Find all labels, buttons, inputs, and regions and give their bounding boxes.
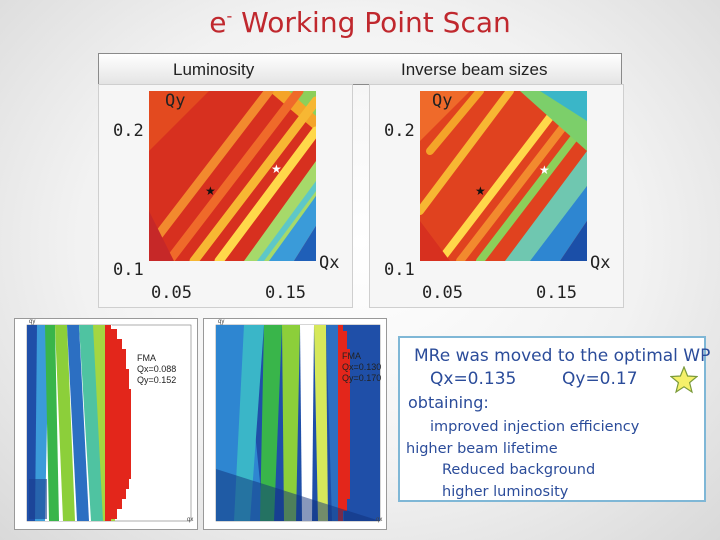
qx-axis-label: Qx: [319, 253, 340, 273]
fma-2-axis-label: qx: [376, 517, 383, 523]
notes-line-1: MRe was moved to the optimal WP: [414, 346, 711, 366]
qx-axis-label: Qx: [590, 253, 611, 273]
fma-2-qx: Qx=0.130: [342, 362, 382, 372]
yellow-star-icon: [669, 365, 699, 398]
slide-title: e- Working Point Scan: [209, 6, 511, 39]
star-marker-icon: ★: [271, 162, 282, 176]
x-tick-right: 0.15: [536, 283, 577, 303]
star-marker-icon: ★: [539, 163, 550, 177]
fma-1-qx: Qx=0.088: [137, 364, 177, 374]
x-tick-left: 0.05: [422, 283, 463, 303]
panel-header-band: Luminosity Inverse beam sizes: [98, 53, 622, 85]
notes-qx: Qx=0.135: [430, 369, 517, 389]
fma-2-axis-label: qy: [218, 319, 225, 325]
y-tick-bottom: 0.1: [113, 260, 144, 280]
notes-item-2: higher beam lifetime: [406, 441, 558, 457]
inverse-beam-sizes-scan-panel: Qy 0.2 0.1 Qx 0.05 0.15 ★ ★: [369, 84, 624, 308]
qy-axis-label: Qy: [432, 91, 453, 111]
fma-1-axis-label: qx: [187, 517, 194, 523]
star-marker-icon: ★: [205, 184, 216, 198]
notes-qy: Qy=0.17: [562, 369, 638, 389]
fma-2-qy: Qy=0.170: [342, 373, 382, 383]
notes-item-1: improved injection efficiency: [430, 419, 640, 435]
inverse-beam-sizes-heatmap: [420, 91, 587, 261]
x-tick-right: 0.15: [265, 283, 306, 303]
x-tick-left: 0.05: [151, 283, 192, 303]
fma-1-axis-label: qy: [29, 319, 36, 325]
fma-plot-1: FMA Qx=0.088 Qy=0.152 qy qx: [14, 318, 198, 530]
fma-1-label: FMA: [137, 353, 156, 363]
inverse-beam-sizes-header: Inverse beam sizes: [401, 60, 548, 79]
notes-box: MRe was moved to the optimal WP Qx=0.135…: [398, 336, 710, 502]
notes-item-3: Reduced background: [442, 462, 596, 478]
luminosity-scan-panel: Qy 0.2 0.1 Qx 0.05 0.15 ★ ★: [98, 84, 353, 308]
y-tick-bottom: 0.1: [384, 260, 415, 280]
notes-obtaining: obtaining:: [408, 393, 489, 412]
qy-axis-label: Qy: [165, 91, 186, 111]
star-marker-icon: ★: [475, 184, 486, 198]
y-tick-top: 0.2: [113, 121, 144, 141]
y-tick-top: 0.2: [384, 121, 415, 141]
luminosity-header: Luminosity: [173, 60, 255, 79]
luminosity-heatmap: [149, 91, 316, 261]
fma-2-label: FMA: [342, 351, 361, 361]
fma-plot-2: FMA Qx=0.130 Qy=0.170 qy qx: [203, 318, 387, 530]
notes-item-4: higher luminosity: [442, 484, 569, 500]
fma-1-qy: Qy=0.152: [137, 375, 177, 385]
